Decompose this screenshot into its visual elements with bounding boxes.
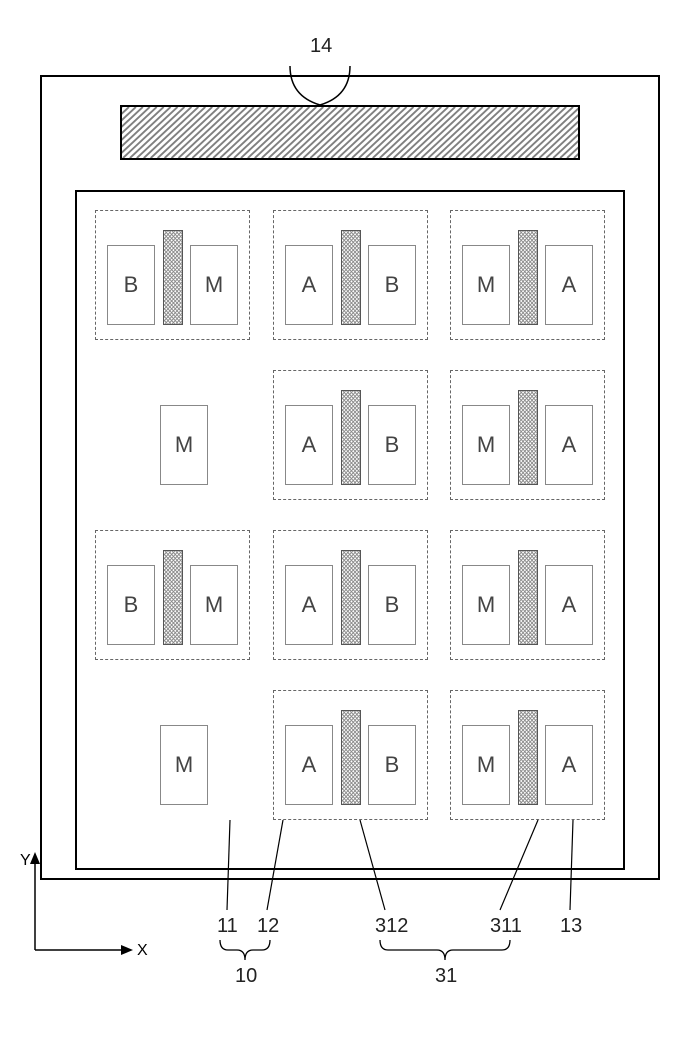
label-14: 14 (310, 35, 332, 58)
pillar (341, 230, 361, 325)
callout-14-lead (20, 20, 680, 120)
cell-box-left: A (285, 725, 333, 805)
label-11: 11 (217, 915, 238, 938)
label-31: 31 (435, 965, 457, 988)
pillar (341, 390, 361, 485)
cell-box-left: M (462, 245, 510, 325)
cell-box-right: M (190, 245, 238, 325)
pillar (518, 230, 538, 325)
pillar (341, 550, 361, 645)
pillar (518, 710, 538, 805)
label-13: 13 (560, 915, 582, 938)
pillar (341, 710, 361, 805)
cell-box-right: B (368, 725, 416, 805)
pillar (518, 550, 538, 645)
cell-box-right: B (368, 405, 416, 485)
cell-box-right: B (368, 245, 416, 325)
svg-text:Y: Y (20, 852, 31, 869)
axes: YX (15, 840, 215, 1040)
cell-box-right: A (545, 725, 593, 805)
cell-box-left: M (462, 725, 510, 805)
lone-box: M (160, 405, 208, 485)
cell-box-right: M (190, 565, 238, 645)
pillar (518, 390, 538, 485)
cell-box-right: B (368, 565, 416, 645)
svg-text:X: X (137, 942, 148, 959)
cell-box-left: A (285, 405, 333, 485)
cell-box-left: M (462, 565, 510, 645)
label-311: 311 (490, 915, 522, 938)
lone-box: M (160, 725, 208, 805)
cell-box-right: A (545, 565, 593, 645)
cell-box-left: B (107, 245, 155, 325)
cell-box-right: A (545, 405, 593, 485)
cell-box-left: M (462, 405, 510, 485)
pillar (163, 550, 183, 645)
cell-box-left: B (107, 565, 155, 645)
label-12: 12 (257, 915, 279, 938)
cell-box-right: A (545, 245, 593, 325)
label-312: 312 (375, 915, 408, 938)
label-10: 10 (235, 965, 257, 988)
cell-box-left: A (285, 245, 333, 325)
pillar (163, 230, 183, 325)
cell-box-left: A (285, 565, 333, 645)
